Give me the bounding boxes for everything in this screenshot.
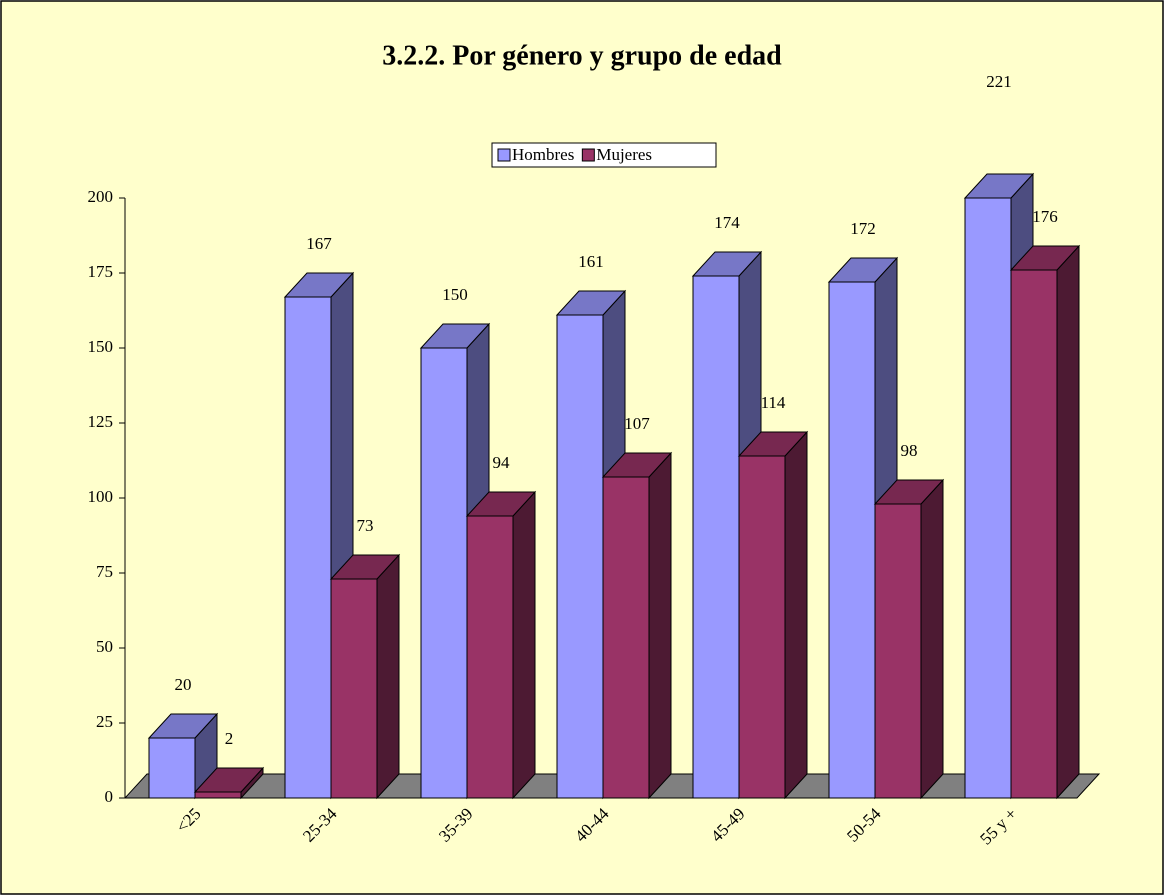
y-tick-label: 0 [105,787,114,806]
bar-front [602,476,650,799]
data-label: 114 [761,393,786,412]
bar-front [874,503,922,799]
bar-front [828,281,876,799]
legend-box [491,142,717,168]
bar-front [420,347,468,799]
chart-title: 3.2.2. Por género y grupo de edad [382,40,782,71]
data-label: 176 [1032,207,1058,226]
bar-side [1056,244,1080,800]
bar-front [692,275,740,799]
bar-front [738,455,786,799]
bar-side [920,478,944,800]
bar-front [330,578,378,799]
bars [147,172,1081,800]
data-label: 20 [175,675,192,694]
legend-label: Hombres [512,145,574,164]
y-tick-label: 150 [88,337,114,356]
legend-swatch [581,148,595,162]
bar-side [512,490,536,800]
data-label: 221 [986,72,1012,91]
bar [193,766,265,800]
y-tick-label: 100 [88,487,114,506]
legend: Hombres Mujeres [491,142,717,168]
bar [1009,244,1081,800]
y-tick-label: 25 [96,712,113,731]
bar [329,553,401,800]
data-label: 150 [442,285,468,304]
data-label: 174 [714,213,740,232]
data-label: 107 [624,414,650,433]
data-label: 73 [357,516,374,535]
bar-front [964,197,1012,799]
y-tick-label: 50 [96,637,113,656]
bar-front [148,737,196,799]
data-label: 94 [493,453,511,472]
y-tick-label: 200 [88,187,114,206]
bar-front [284,296,332,799]
bar-front [1010,269,1058,799]
bar-side [784,430,808,800]
data-label: 172 [850,219,876,238]
bar-side [376,553,400,800]
legend-swatch [497,148,511,162]
y-tick-label: 75 [96,562,113,581]
legend-label: Mujeres [596,145,652,164]
bar-front [194,791,242,799]
data-label: 161 [578,252,604,271]
bar [465,490,537,800]
bar-front [466,515,514,799]
y-tick-label: 125 [88,412,114,431]
data-label: 167 [306,234,332,253]
bar-side [648,451,672,800]
y-tick-label: 175 [88,262,114,281]
data-label: 2 [225,729,234,748]
bar [601,451,673,800]
bar-front [556,314,604,799]
data-label: 98 [901,441,918,460]
bar [737,430,809,800]
bar [873,478,945,800]
